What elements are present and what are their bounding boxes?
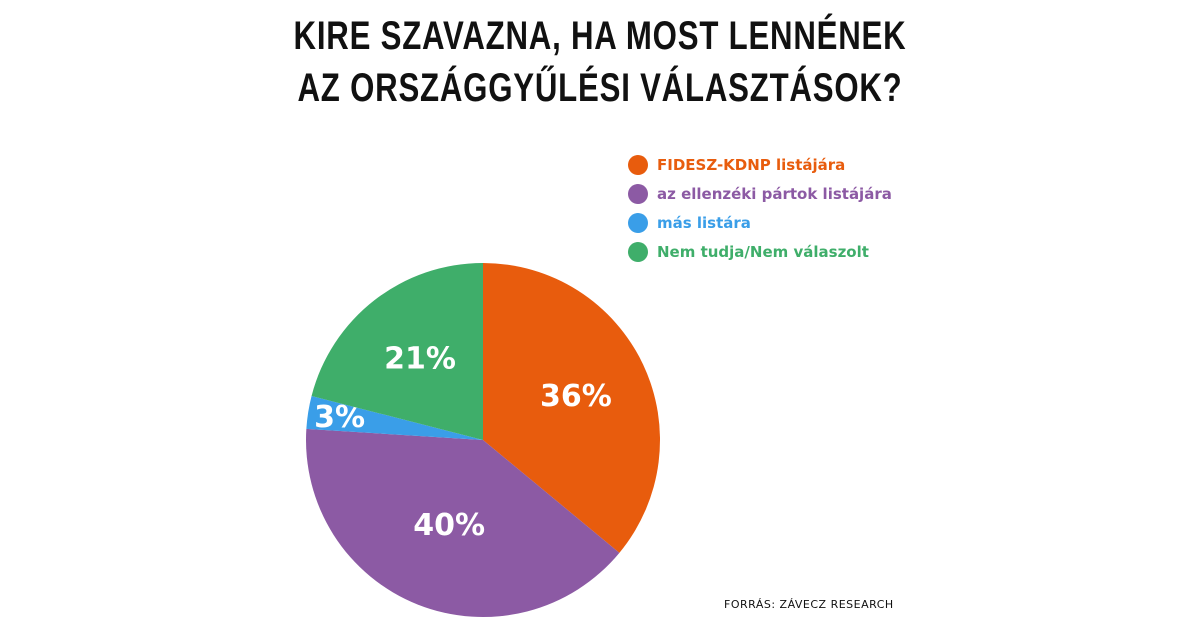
- chart-title: KIRE SZAVAZNA, HA MOST LENNÉNEK AZ ORSZÁ…: [132, 10, 1068, 114]
- pie-slice-label: 21%: [384, 341, 456, 376]
- chart-title-line-2: AZ ORSZÁGGYŰLÉSI VÁLASZTÁSOK?: [297, 66, 903, 110]
- pie-slice-label: 36%: [540, 379, 612, 414]
- legend-swatch: [628, 183, 648, 204]
- source-note: FORRÁS: ZÁVECZ RESEARCH: [724, 598, 894, 611]
- legend-item: FIDESZ-KDNP listájára: [628, 150, 892, 179]
- pie-slice: [483, 263, 660, 553]
- legend-item: más listára: [628, 208, 892, 237]
- chart-title-line-1: KIRE SZAVAZNA, HA MOST LENNÉNEK: [293, 14, 907, 58]
- chart-legend: FIDESZ-KDNP listájára az ellenzéki pártok…: [628, 150, 892, 266]
- legend-item: az ellenzéki pártok listájára: [628, 179, 892, 208]
- legend-swatch: [628, 212, 648, 233]
- legend-label: az ellenzéki pártok listájára: [657, 184, 892, 203]
- legend-label: Nem tudja/Nem válaszolt: [657, 242, 869, 261]
- legend-label: FIDESZ-KDNP listájára: [657, 155, 846, 174]
- legend-swatch: [628, 241, 648, 262]
- pie-slice: [306, 395, 483, 440]
- pie-slice: [311, 263, 483, 440]
- pie-slice-label: 40%: [413, 508, 485, 543]
- legend-item: Nem tudja/Nem válaszolt: [628, 237, 892, 266]
- pie-slice: [306, 428, 620, 617]
- legend-swatch: [628, 154, 648, 175]
- legend-label: más listára: [657, 213, 751, 232]
